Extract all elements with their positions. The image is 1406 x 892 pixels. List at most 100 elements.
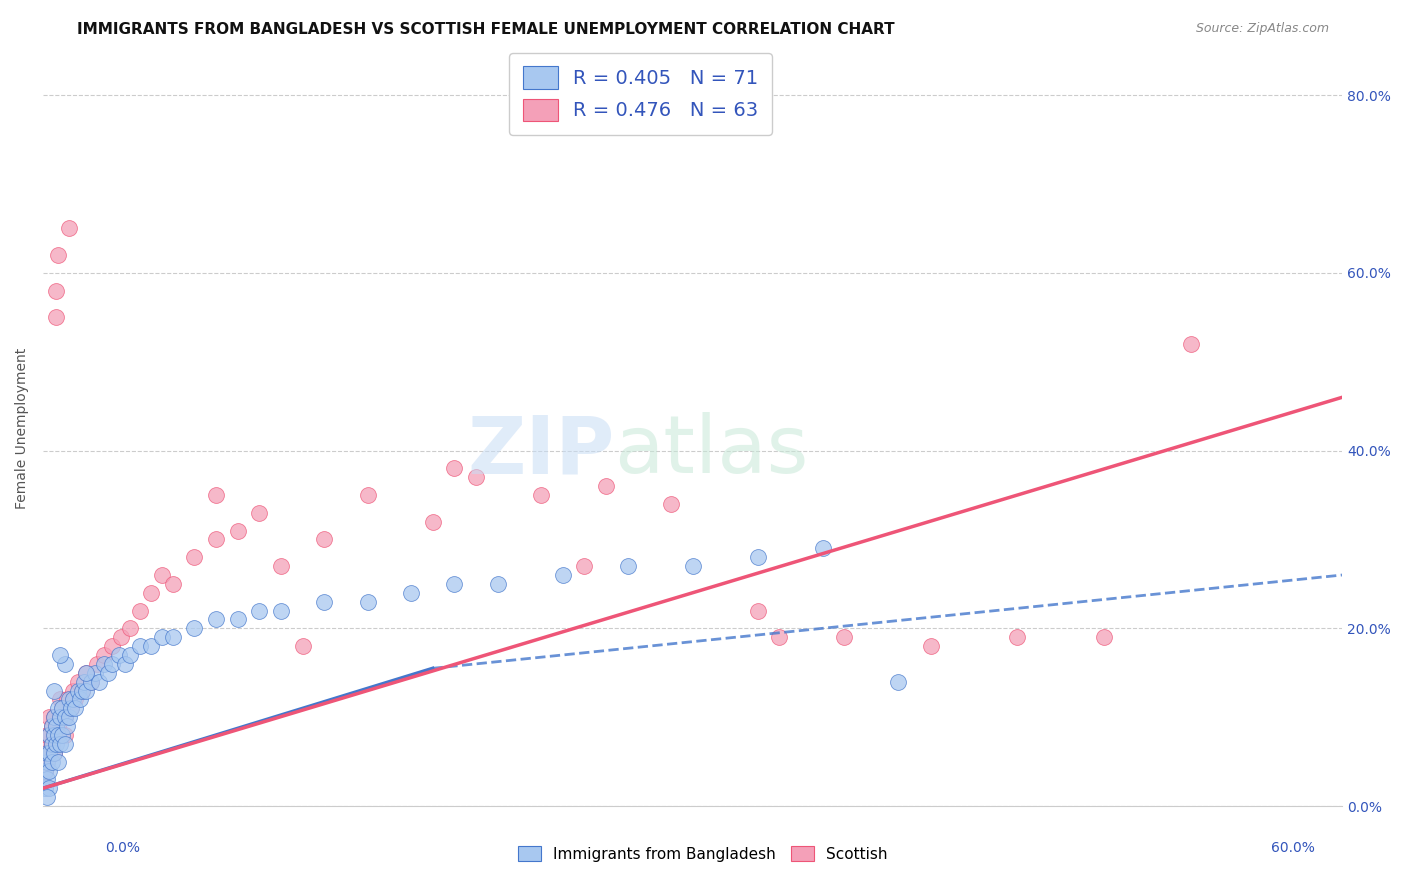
Point	[58, 221, 80, 235]
Point	[46, 248, 69, 262]
Point	[249, 603, 271, 617]
Point	[45, 737, 67, 751]
Point	[205, 488, 228, 502]
Point	[46, 755, 69, 769]
Point	[41, 719, 63, 733]
Text: Source: ZipAtlas.com: Source: ZipAtlas.com	[1195, 22, 1329, 36]
Point	[49, 692, 72, 706]
Point	[226, 524, 249, 538]
Point	[465, 470, 488, 484]
Text: ZIP: ZIP	[467, 412, 614, 490]
Point	[38, 781, 60, 796]
Point	[83, 665, 105, 680]
Point	[141, 586, 163, 600]
Point	[887, 674, 910, 689]
Point	[38, 746, 60, 760]
Point	[42, 728, 65, 742]
Point	[226, 612, 249, 626]
Point	[357, 595, 380, 609]
Point	[114, 657, 136, 671]
Point	[486, 577, 509, 591]
Point	[75, 665, 97, 680]
Point	[1092, 630, 1115, 644]
Point	[55, 719, 77, 733]
Point	[51, 701, 73, 715]
Point	[45, 310, 67, 325]
Point	[41, 737, 63, 751]
Point	[34, 746, 56, 760]
Legend: R = 0.405   N = 71, R = 0.476   N = 63: R = 0.405 N = 71, R = 0.476 N = 63	[509, 53, 772, 135]
Point	[41, 737, 63, 751]
Point	[37, 755, 59, 769]
Point	[62, 692, 84, 706]
Point	[53, 737, 76, 751]
Point	[79, 674, 101, 689]
Point	[110, 630, 132, 644]
Point	[37, 746, 59, 760]
Point	[41, 755, 63, 769]
Point	[551, 568, 574, 582]
Point	[150, 568, 173, 582]
Point	[73, 674, 96, 689]
Point	[1180, 337, 1202, 351]
Point	[42, 710, 65, 724]
Point	[768, 630, 790, 644]
Point	[101, 639, 124, 653]
Point	[574, 559, 596, 574]
Point	[42, 746, 65, 760]
Point	[34, 781, 56, 796]
Point	[249, 506, 271, 520]
Point	[37, 737, 59, 751]
Legend: Immigrants from Bangladesh, Scottish: Immigrants from Bangladesh, Scottish	[509, 837, 897, 871]
Point	[49, 710, 72, 724]
Text: IMMIGRANTS FROM BANGLADESH VS SCOTTISH FEMALE UNEMPLOYMENT CORRELATION CHART: IMMIGRANTS FROM BANGLADESH VS SCOTTISH F…	[77, 22, 896, 37]
Point	[291, 639, 314, 653]
Point	[49, 648, 72, 662]
Point	[616, 559, 638, 574]
Point	[93, 648, 115, 662]
Point	[58, 710, 80, 724]
Point	[422, 515, 444, 529]
Point	[659, 497, 682, 511]
Point	[46, 701, 69, 715]
Point	[129, 639, 152, 653]
Point	[118, 648, 141, 662]
Point	[42, 683, 65, 698]
Point	[46, 728, 69, 742]
Point	[107, 648, 129, 662]
Text: atlas: atlas	[614, 412, 808, 490]
Point	[920, 639, 942, 653]
Point	[205, 612, 228, 626]
Point	[270, 603, 292, 617]
Point	[747, 550, 769, 565]
Point	[443, 577, 465, 591]
Point	[97, 665, 120, 680]
Point	[66, 674, 89, 689]
Point	[51, 701, 73, 715]
Point	[595, 479, 617, 493]
Point	[38, 728, 60, 742]
Text: 60.0%: 60.0%	[1271, 841, 1315, 855]
Point	[70, 683, 93, 698]
Point	[129, 603, 152, 617]
Point	[58, 692, 80, 706]
Point	[101, 657, 124, 671]
Point	[357, 488, 380, 502]
Point	[314, 533, 336, 547]
Point	[45, 719, 67, 733]
Point	[811, 541, 834, 556]
Point	[832, 630, 855, 644]
Point	[38, 746, 60, 760]
Point	[34, 764, 56, 778]
Point	[93, 657, 115, 671]
Point	[69, 692, 91, 706]
Point	[79, 674, 101, 689]
Point	[1007, 630, 1029, 644]
Point	[34, 764, 56, 778]
Point	[65, 701, 87, 715]
Point	[55, 692, 77, 706]
Point	[37, 755, 59, 769]
Point	[62, 683, 84, 698]
Point	[70, 683, 93, 698]
Point	[150, 630, 173, 644]
